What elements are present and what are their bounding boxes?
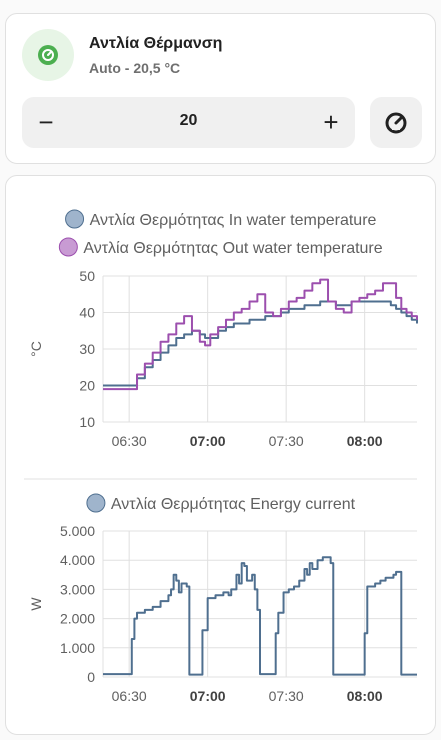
legend-marker	[58, 237, 78, 257]
history-charts: Αντλία Θερμότητας In water temperature Αν…	[24, 209, 418, 704]
y-tick-label: 2.000	[60, 611, 95, 627]
thermostat-card: Αντλία Θέρμανση Auto - 20,5 °C − 20 +	[5, 13, 436, 164]
y-axis-label: W	[28, 597, 44, 611]
y-tick-label: 30	[79, 341, 95, 357]
legend-label: Αντλία Θερμότητας Out water temperature	[83, 240, 382, 257]
heat-pump-icon[interactable]	[22, 29, 74, 81]
decrease-button[interactable]: −	[22, 97, 70, 148]
x-tick-label: 07:30	[269, 688, 304, 704]
plus-icon: +	[323, 107, 339, 137]
y-tick-label: 20	[79, 378, 95, 394]
series-line	[103, 556, 417, 676]
y-tick-label: 5.000	[60, 523, 95, 539]
series-line	[103, 278, 418, 391]
entity-name: Αντλία Θέρμανση	[89, 35, 223, 52]
minus-icon: −	[38, 107, 54, 137]
legend-marker	[86, 493, 106, 513]
x-tick-label: 07:00	[190, 433, 226, 449]
heat-pump-icon-dot	[38, 45, 58, 65]
y-axis-label: °C	[28, 341, 44, 357]
legend-label: Αντλία Θερμότητας Energy current	[111, 496, 356, 513]
entity-state: Auto - 20,5 °C	[89, 60, 181, 76]
legend-item: Αντλία Θερμότητας Out water temperature	[58, 237, 383, 257]
x-tick-label: 07:00	[190, 688, 226, 704]
history-card: Αντλία Θερμότητας In water temperature Αν…	[5, 175, 436, 735]
legend-item: Αντλία Θερμότητας In water temperature	[65, 209, 377, 229]
gauge-icon	[385, 112, 407, 133]
legend-label: Αντλία Θερμότητας In water temperature	[90, 212, 377, 229]
mode-button[interactable]	[370, 97, 422, 148]
y-tick-label: 4.000	[60, 552, 95, 568]
target-temperature-value: 20	[179, 112, 198, 129]
y-tick-label: 10	[79, 414, 95, 430]
x-tick-label: 08:00	[347, 433, 383, 449]
y-tick-label: 0	[87, 669, 95, 685]
series-line	[103, 300, 418, 387]
legend-item: Αντλία Θερμότητας Energy current	[86, 493, 356, 513]
x-tick-label: 06:30	[112, 688, 147, 704]
x-tick-label: 08:00	[347, 688, 383, 704]
temperature-stepper: − 20 +	[22, 97, 355, 148]
x-tick-label: 07:30	[269, 433, 304, 449]
y-tick-label: 40	[79, 305, 95, 321]
y-tick-label: 1.000	[60, 640, 95, 656]
legend-marker	[65, 209, 85, 229]
y-tick-label: 50	[79, 268, 95, 284]
x-tick-label: 06:30	[112, 433, 147, 449]
increase-button[interactable]: +	[307, 97, 355, 148]
y-tick-label: 3.000	[60, 581, 95, 597]
